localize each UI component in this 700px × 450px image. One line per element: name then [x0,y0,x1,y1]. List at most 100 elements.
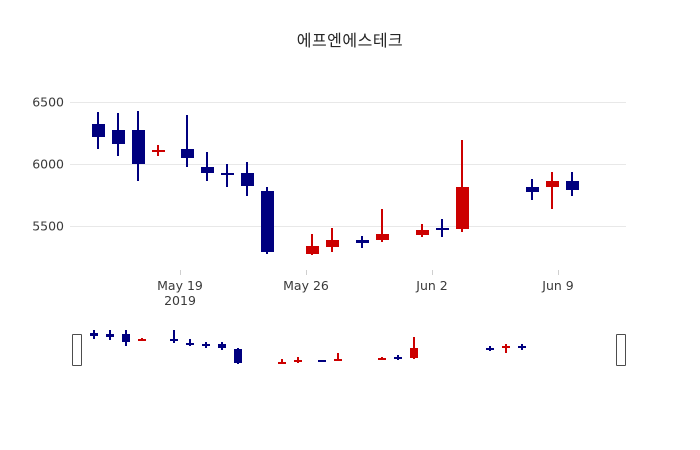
gridline-6500 [70,102,626,103]
candlestick-may-15[interactable] [131,88,145,270]
range-start-handle[interactable] [72,334,82,366]
navigator-candlestick-may-28 [293,318,303,374]
candle-wick [186,114,188,167]
candle-wick [461,140,463,233]
navigator-candle-body [137,338,147,341]
candle-body [131,130,145,165]
x-tick-mark-jun-2 [432,270,433,275]
navigator-candlestick-jun-5 [409,318,419,374]
navigator-candlestick-may-13 [89,318,99,374]
candle-body [180,148,194,159]
candlestick-may-27[interactable] [305,88,319,270]
x-tick-mark-jun-9 [558,270,559,275]
navigator-candlestick-may-23 [217,318,227,374]
candle-body [325,239,339,247]
candle-body [435,227,449,230]
candle-wick [311,233,313,256]
navigator-candlestick-may-30 [317,318,327,374]
candle-body [455,187,469,229]
x-tick-label-text: Jun 2 [416,278,448,293]
candle-body [525,187,539,193]
candle-body [111,130,125,144]
candlestick-may-31[interactable] [375,88,389,270]
navigator-candlestick-may-31 [333,318,343,374]
candle-body [565,181,579,190]
candle-body [91,124,105,137]
candlestick-may-14[interactable] [111,88,125,270]
candlestick-jun-11[interactable] [545,88,559,270]
candlestick-jun-10[interactable] [525,88,539,270]
candle-body [375,233,389,240]
range-navigator[interactable] [70,318,626,374]
gridline-5500 [70,226,626,227]
navigator-candle-body [105,334,115,338]
navigator-candlestick-may-27 [277,318,287,374]
candlestick-jun-12[interactable] [565,88,579,270]
navigator-candle-wick [172,330,175,343]
navigator-candle-body [293,360,303,363]
candle-body [355,239,369,244]
candlestick-jun-4[interactable] [435,88,449,270]
range-end-handle[interactable] [616,334,626,366]
navigator-candle-body [89,332,99,336]
navigator-candle-body [277,361,287,364]
navigator-candle-body [169,338,179,341]
candlestick-may-23[interactable] [240,88,254,270]
y-tick-label-6500: 6500 [32,94,64,110]
navigator-candlestick-jun-12 [517,318,527,374]
candle-body [200,166,214,173]
navigator-candle-body [377,358,387,361]
candlestick-may-20[interactable] [180,88,194,270]
navigator-candle-body [485,347,495,350]
navigator-candlestick-may-15 [121,318,131,374]
navigator-candlestick-jun-11 [501,318,511,374]
navigator-candle-wick [412,336,415,359]
navigator-candlestick-jun-10 [485,318,495,374]
navigator-candle-body [517,346,527,349]
candlestick-jun-3[interactable] [415,88,429,270]
candlestick-may-13[interactable] [91,88,105,270]
navigator-candlestick-may-16 [137,318,147,374]
candle-wick [226,164,228,188]
x-tick-label-text: May 26 [283,278,329,293]
navigator-candle-body [121,334,131,343]
candlestick-may-28[interactable] [325,88,339,270]
candlestick-jun-5[interactable] [455,88,469,270]
navigator-candlestick-may-14 [105,318,115,374]
plot-area [70,88,626,270]
candle-body [415,229,429,235]
navigator-candlestick-may-21 [185,318,195,374]
candlestick-may-24[interactable] [260,88,274,270]
candle-wick [381,209,383,243]
navigator-candle-body [393,357,403,360]
y-tick-label-6000: 6000 [32,156,64,172]
navigator-candlestick-jun-4 [393,318,403,374]
candle-body [151,149,165,152]
navigator-candlestick-may-24 [233,318,243,374]
x-tick-mark-may-26 [306,270,307,275]
y-tick-label-5500: 5500 [32,218,64,234]
navigator-candle-body [185,342,195,345]
x-tick-label-text: May 19 [157,278,203,293]
navigator-candle-wick [504,344,507,354]
navigator-candle-wick [336,353,339,361]
candle-body [240,172,254,187]
candlestick-may-16[interactable] [151,88,165,270]
navigator-candlestick-may-22 [201,318,211,374]
x-tick-label-text: Jun 9 [542,278,574,293]
candlestick-may-22[interactable] [220,88,234,270]
x-tick-sublabel-year: 2019 [164,293,196,308]
navigator-candle-body [233,348,243,364]
candlestick-may-30[interactable] [355,88,369,270]
candlestick-may-21[interactable] [200,88,214,270]
candle-body [305,245,319,255]
navigator-candle-body [201,344,211,347]
x-tick-mark-may-19 [180,270,181,275]
navigator-candle-body [333,358,343,361]
candle-body [260,191,274,252]
chart-title: 에프엔에스테크 [296,31,404,50]
x-tick-label-may-26: May 26 [283,278,329,293]
navigator-candle-wick [188,339,191,347]
candle-wick [206,152,208,182]
